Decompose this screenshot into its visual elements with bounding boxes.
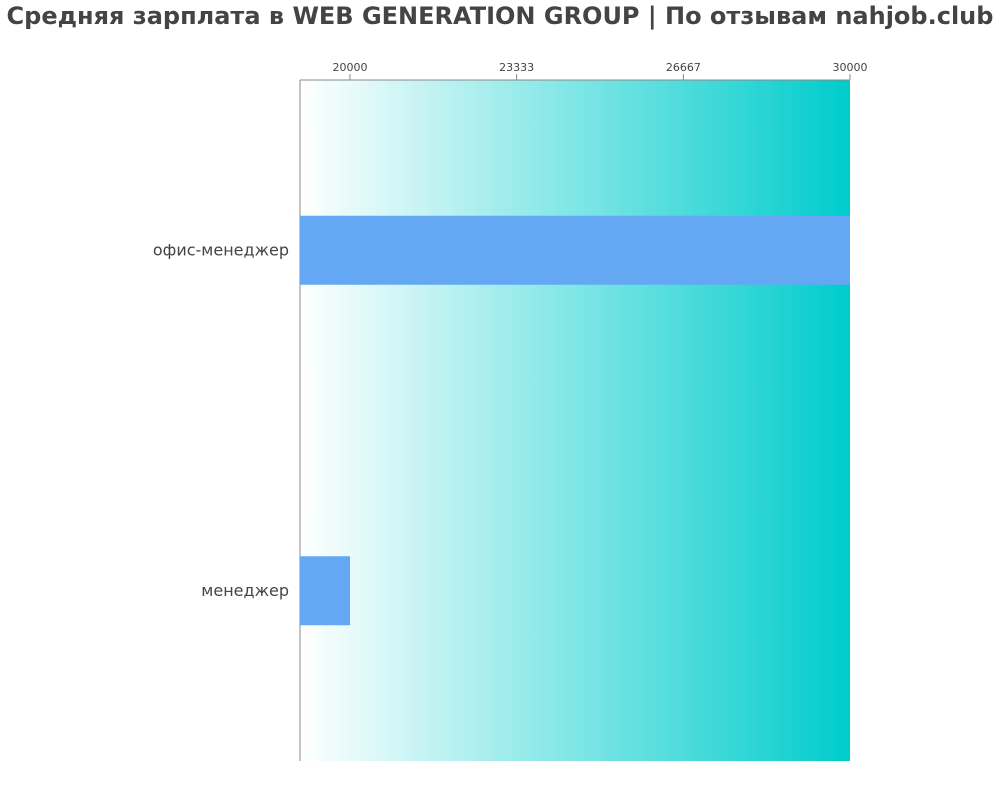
x-tick-label: 30000 — [833, 61, 868, 74]
x-tick-label: 23333 — [499, 61, 534, 74]
plot-background — [300, 80, 850, 761]
category-label: офис-менеджер — [153, 240, 289, 259]
x-tick-label: 26667 — [666, 61, 701, 74]
x-tick-label: 20000 — [333, 61, 368, 74]
bar-2 — [300, 556, 350, 626]
bar-1 — [300, 215, 850, 285]
chart-title: Средняя зарплата в WEB GENERATION GROUP … — [6, 2, 994, 30]
category-label: менеджер — [201, 581, 289, 600]
